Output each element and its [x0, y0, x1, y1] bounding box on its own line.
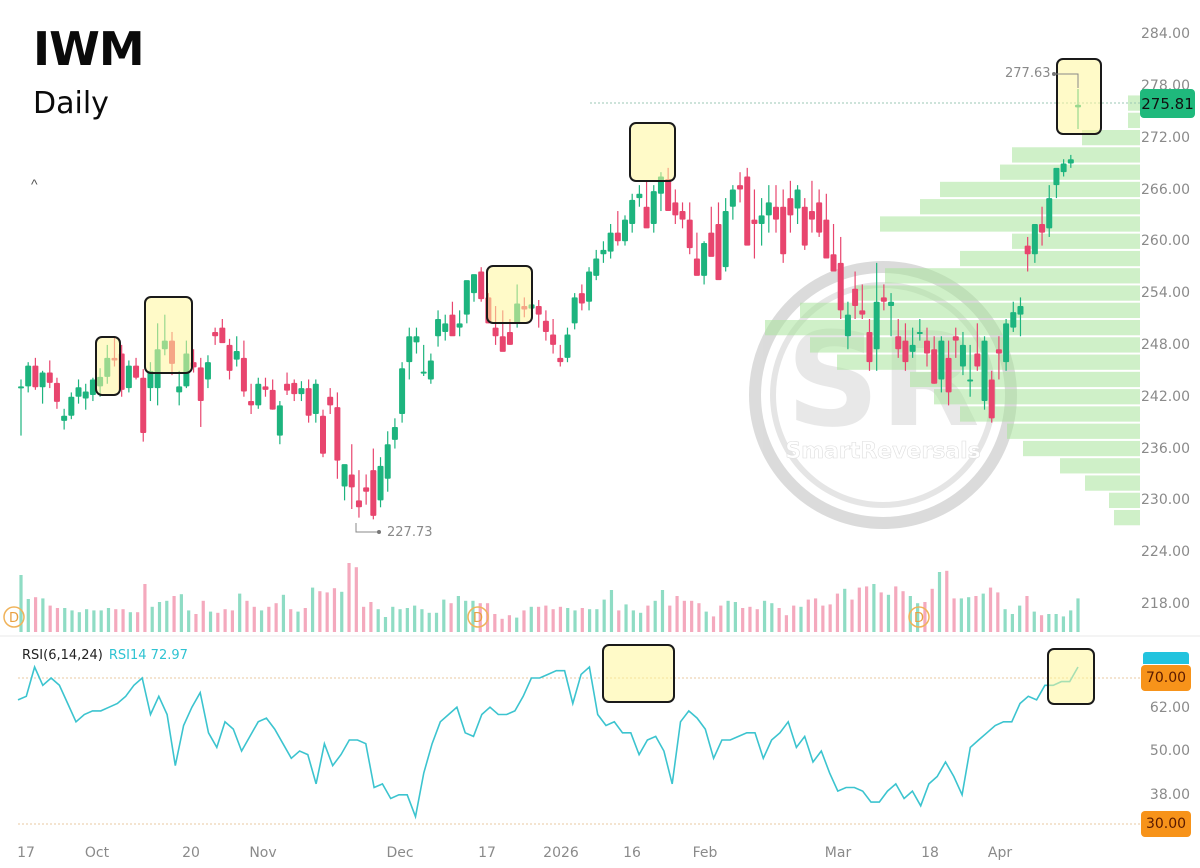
price-tick: 236.00 — [1141, 441, 1190, 457]
price-tick: 272.00 — [1141, 130, 1190, 146]
timeframe-label: Daily — [33, 86, 109, 121]
svg-text:D: D — [914, 611, 924, 626]
price-tick: 224.00 — [1141, 544, 1190, 560]
time-tick: 17 — [478, 845, 496, 861]
highlight-boxes — [95, 58, 1102, 705]
price-tick: 218.00 — [1141, 596, 1190, 612]
rsi-oversold-badge: 30.00 — [1141, 811, 1191, 837]
low-price-annotation: 227.73 — [387, 525, 433, 540]
time-tick: Feb — [692, 845, 718, 861]
time-tick: 17 — [17, 845, 35, 861]
time-tick: 16 — [623, 845, 641, 861]
rsi-panel — [0, 635, 1200, 825]
time-tick: 2026 — [543, 845, 579, 861]
collapse-chevron-icon[interactable]: ^ — [31, 176, 38, 192]
price-tick: 248.00 — [1141, 337, 1190, 353]
rsi-tick: 38.00 — [1149, 787, 1190, 803]
high-annotation-marker — [1052, 72, 1079, 88]
rsi-tick: 62.00 — [1149, 700, 1190, 716]
time-tick: 20 — [182, 845, 200, 861]
rsi-legend-label: RSI(6,14,24) — [22, 648, 103, 663]
price-tick: 254.00 — [1141, 285, 1190, 301]
time-tick: Dec — [386, 845, 414, 861]
price-tick: 260.00 — [1141, 233, 1190, 249]
low-annotation-marker — [355, 523, 381, 534]
rsi-line — [17, 664, 1079, 820]
time-tick: Apr — [987, 845, 1013, 861]
time-tick: Mar — [824, 845, 852, 861]
svg-text:D: D — [9, 611, 19, 626]
high-price-annotation: 277.63 — [1005, 66, 1051, 81]
time-tick: 18 — [921, 845, 939, 861]
current-price-badge: 275.81 — [1140, 89, 1195, 118]
price-tick: 230.00 — [1141, 492, 1190, 508]
svg-text:SmartReversals: SmartReversals — [785, 439, 981, 464]
time-tick: Nov — [249, 845, 277, 861]
rsi-overbought-badge: 70.00 — [1141, 665, 1191, 691]
rsi-legend: RSI(6,14,24) RSI14 72.97 — [22, 648, 188, 663]
rsi-current-marker — [1143, 652, 1189, 664]
rsi-legend-value: RSI14 72.97 — [108, 648, 188, 663]
svg-text:D: D — [473, 611, 483, 626]
price-tick: 242.00 — [1141, 389, 1190, 405]
volume-bars — [19, 563, 1080, 632]
price-tick: 284.00 — [1141, 26, 1190, 42]
price-tick: 266.00 — [1141, 182, 1190, 198]
rsi-tick: 50.00 — [1149, 743, 1190, 759]
time-tick: Oct — [84, 845, 110, 861]
ticker-title: IWM — [33, 22, 145, 76]
